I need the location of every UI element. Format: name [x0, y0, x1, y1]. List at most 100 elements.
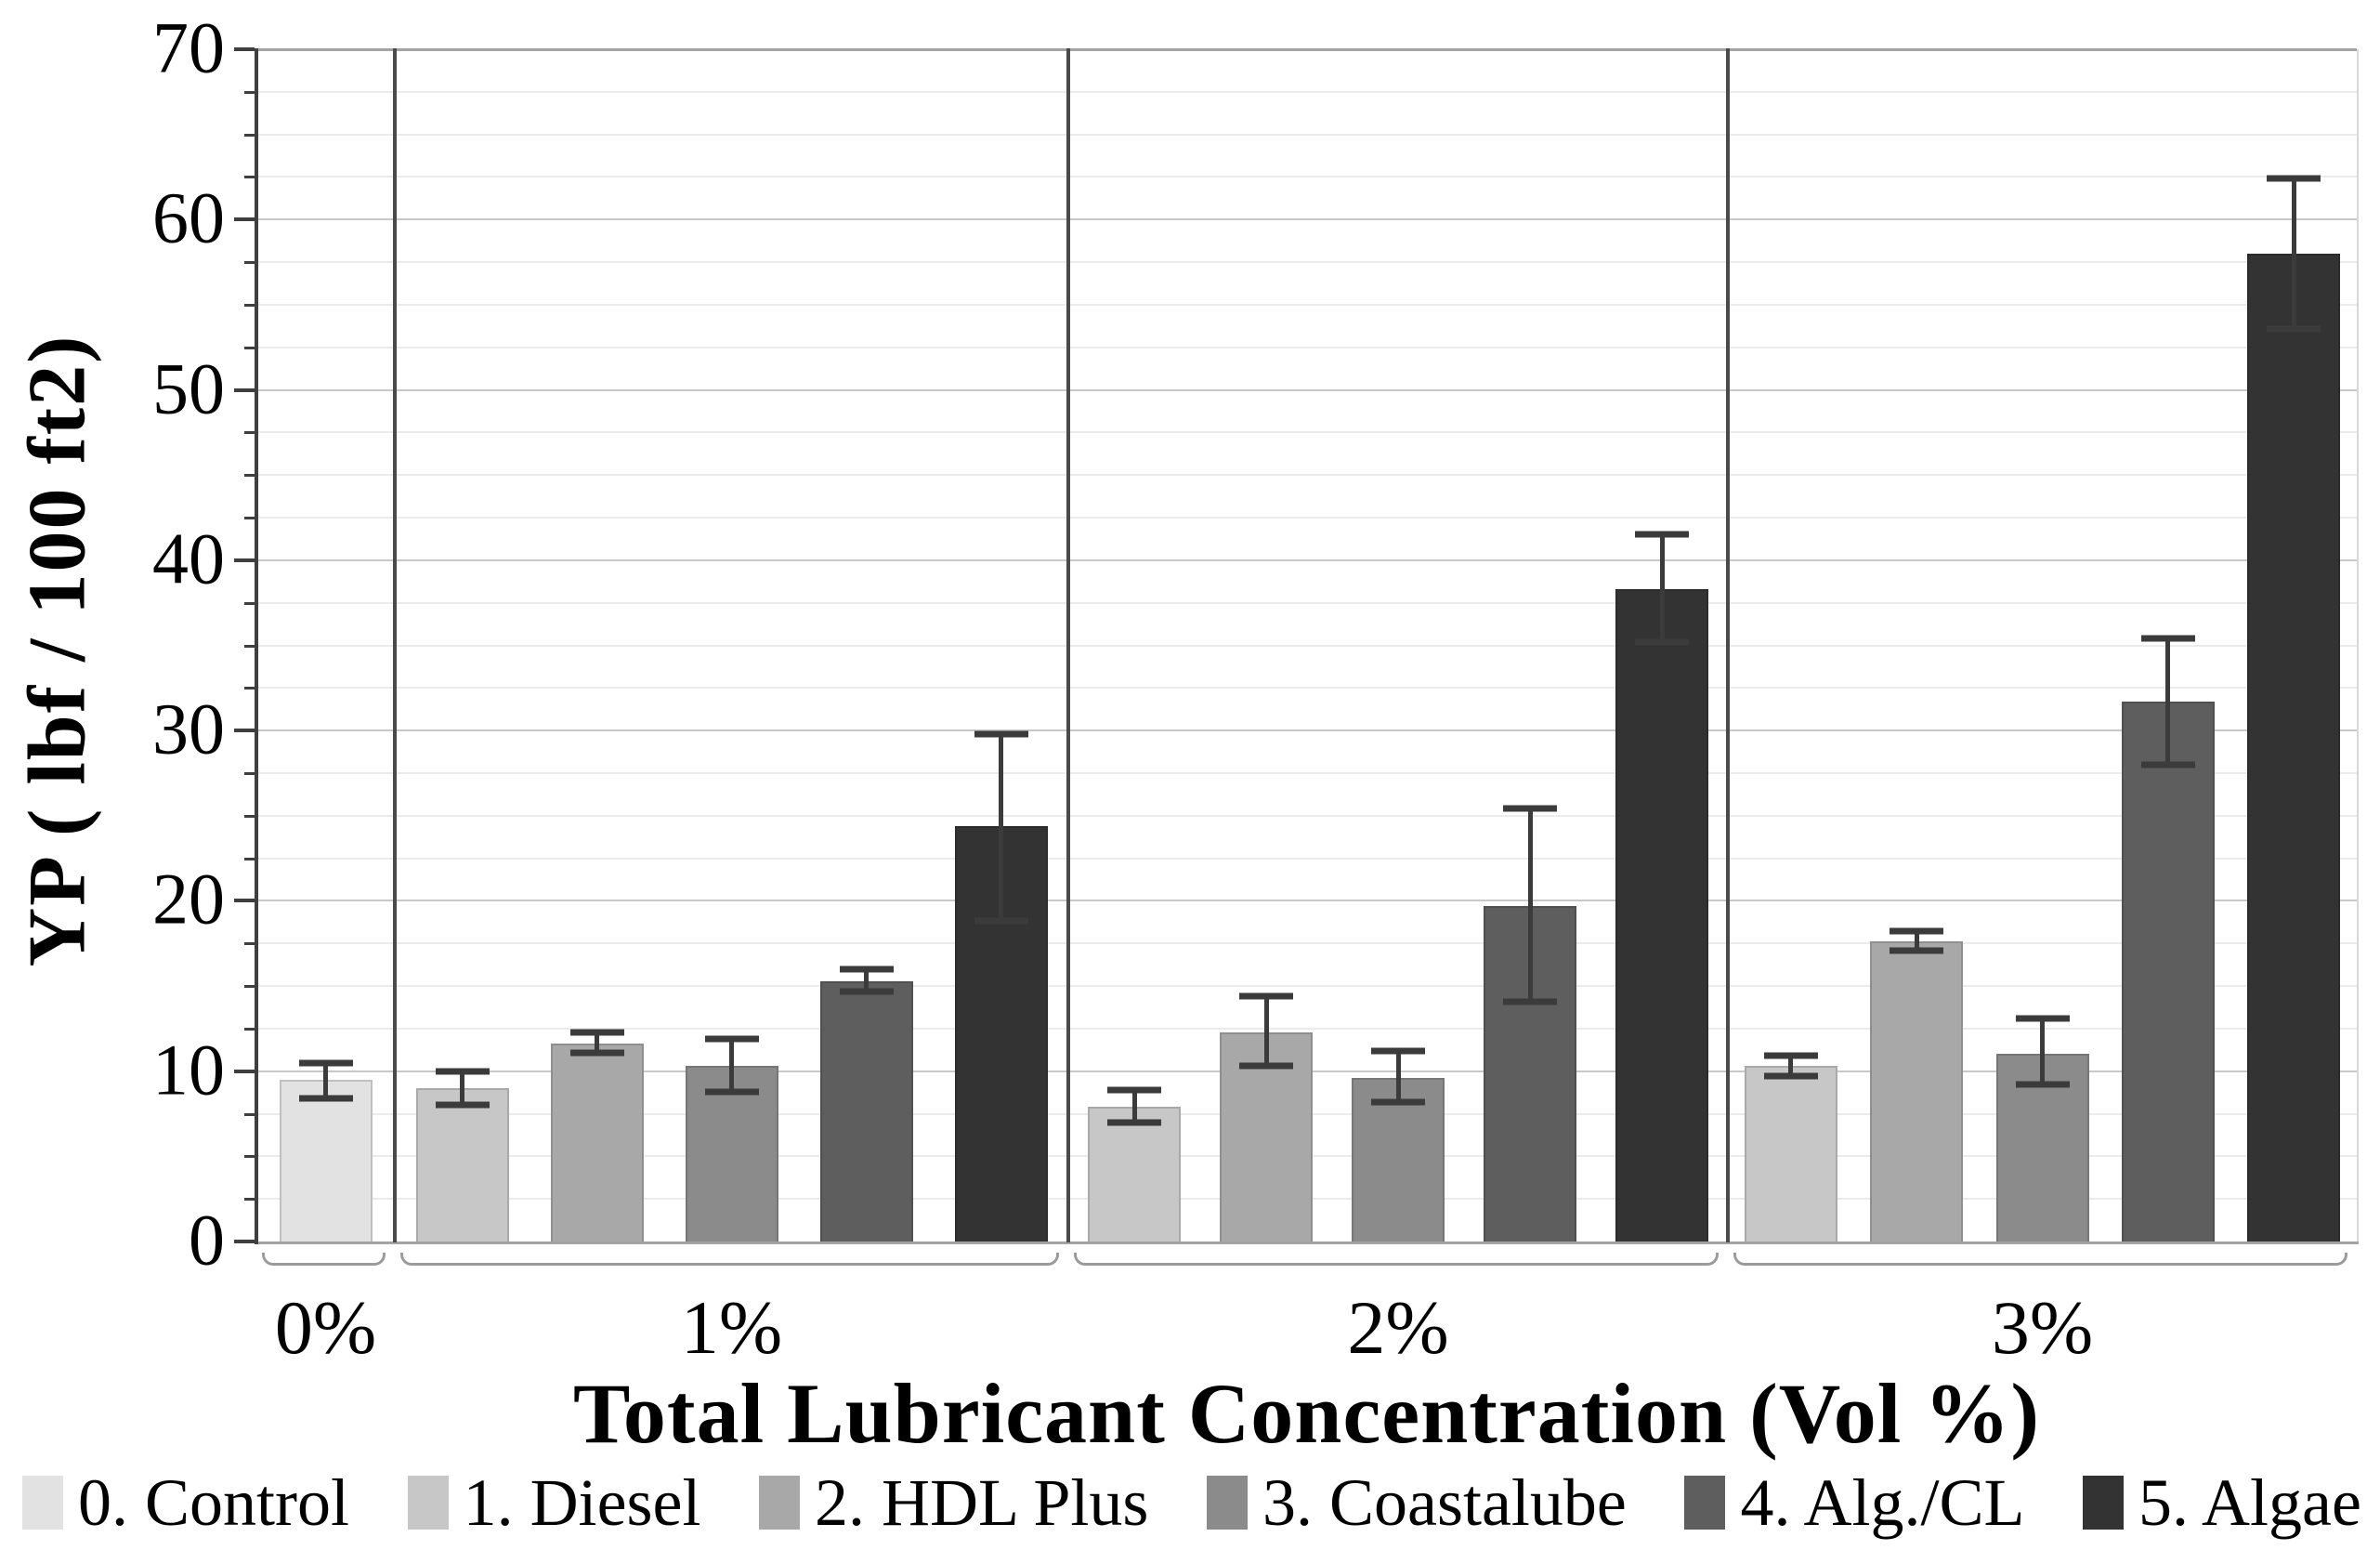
y-axis-tick-minor	[244, 687, 255, 690]
error-bar-cap-top	[704, 1035, 759, 1043]
y-axis-tick-major	[234, 47, 255, 51]
gridline-minor	[256, 303, 2357, 306]
legend-swatch	[2083, 1476, 2125, 1530]
plot-right-border	[2357, 49, 2359, 1241]
y-axis-tick-major	[234, 217, 255, 222]
y-axis-tick-minor	[244, 1112, 255, 1116]
bar-0pct-0-control	[279, 1079, 373, 1241]
bar-3pct-2-hdl-plus	[1870, 941, 1964, 1241]
y-axis-tick-label: 30	[152, 688, 225, 769]
y-axis-tick-minor	[244, 346, 255, 349]
y-axis-tick-minor	[244, 1027, 255, 1031]
y-axis-tick-label: 70	[152, 7, 225, 88]
gridline-minor	[256, 261, 2357, 264]
y-axis-tick-minor	[244, 303, 255, 307]
error-bar-stem	[1914, 931, 1919, 951]
error-bar-cap-top	[974, 730, 1028, 738]
bar-1pct-5-algae	[954, 825, 1048, 1241]
y-axis-tick-minor	[244, 985, 255, 989]
y-axis-tick-label: 20	[152, 858, 225, 939]
legend-swatch	[759, 1476, 801, 1530]
error-bar-cap-bottom	[2140, 761, 2195, 768]
legend-swatch	[22, 1476, 63, 1530]
error-bar-cap-top	[1503, 805, 1557, 812]
gridline-minor	[256, 771, 2357, 774]
gridline-major	[256, 729, 2357, 732]
y-axis-tick-minor	[244, 644, 255, 648]
bar-1pct-1-diesel	[415, 1088, 509, 1241]
error-bar-stem	[729, 1038, 734, 1092]
error-bar-cap-bottom	[1763, 1072, 1818, 1080]
y-axis-tick-minor	[244, 942, 255, 946]
group-bracket	[400, 1253, 1059, 1266]
y-axis-tick-minor	[244, 771, 255, 775]
y-axis-line	[255, 48, 258, 1244]
error-bar-stem	[1263, 996, 1269, 1067]
legend-label: 4. Alg./CL	[1740, 1465, 2025, 1540]
legend-item: 4. Alg./CL	[1684, 1469, 2024, 1536]
y-axis-tick-minor	[244, 517, 255, 520]
bar-1pct-4-alg-cl	[819, 980, 913, 1241]
y-axis-tick-minor	[244, 474, 255, 478]
gridline-minor	[256, 857, 2357, 860]
error-bar-stem	[1659, 534, 1665, 642]
error-bar-stem	[999, 733, 1003, 922]
gridline-minor	[256, 431, 2357, 434]
y-axis-tick-minor	[244, 601, 255, 605]
error-bar-cap-top	[569, 1029, 624, 1036]
legend-item: 0. Control	[22, 1469, 349, 1536]
bar-3pct-4-alg-cl	[2121, 701, 2215, 1241]
error-bar-cap-bottom	[1503, 998, 1557, 1005]
error-bar-cap-top	[1763, 1052, 1818, 1059]
error-bar-cap-top	[2140, 635, 2195, 642]
legend: 0. Control 1. Diesel 2. HDL Plus 3. Coastal…	[22, 1461, 2361, 1544]
error-bar-cap-bottom	[2015, 1081, 2070, 1088]
gridline-minor	[256, 601, 2357, 604]
error-bar-cap-bottom	[435, 1101, 490, 1109]
gridline-minor	[256, 942, 2357, 945]
y-axis-tick-major	[234, 388, 255, 392]
gridline-major	[256, 388, 2357, 391]
error-bar-stem	[460, 1071, 464, 1106]
error-bar-cap-bottom	[569, 1049, 624, 1057]
gridline-major	[256, 558, 2357, 561]
plot-top-border	[256, 48, 2357, 51]
group-separator-line	[1726, 48, 1730, 1242]
error-bar-cap-bottom	[1635, 638, 1689, 646]
bar-2pct-5-algae	[1615, 589, 1708, 1241]
legend-item: 1. Diesel	[407, 1469, 701, 1536]
y-axis-tick-major	[234, 558, 255, 562]
error-bar-stem	[864, 968, 869, 992]
y-axis-tick-minor	[244, 261, 255, 265]
error-bar-cap-bottom	[1371, 1098, 1425, 1106]
error-bar-cap-bottom	[1890, 947, 1944, 954]
legend-item: 2. HDL Plus	[759, 1469, 1148, 1536]
legend-label: 5. Algae	[2138, 1465, 2361, 1540]
error-bar-stem	[323, 1062, 328, 1099]
error-bar-cap-top	[435, 1068, 490, 1075]
error-bar-cap-top	[2015, 1015, 2070, 1022]
legend-swatch	[1206, 1476, 1248, 1530]
gridline-minor	[256, 90, 2357, 93]
group-bracket	[1733, 1253, 2347, 1266]
error-bar-cap-top	[839, 965, 894, 973]
gridline-minor	[256, 133, 2357, 136]
legend-label: 0. Control	[78, 1465, 350, 1540]
gridline-minor	[256, 644, 2357, 647]
gridline-minor	[256, 814, 2357, 817]
y-axis-tick-label: 50	[152, 348, 225, 429]
y-axis-tick-label: 40	[152, 518, 225, 599]
y-axis-tick-label: 10	[152, 1029, 225, 1110]
legend-swatch	[1684, 1476, 1726, 1530]
gridline-minor	[256, 474, 2357, 477]
error-bar-cap-top	[1107, 1086, 1161, 1094]
error-bar-stem	[2291, 178, 2296, 329]
y-axis-tick-minor	[244, 431, 255, 435]
error-bar-cap-top	[1371, 1047, 1425, 1055]
gridline-major	[256, 218, 2357, 221]
group-bracket	[1074, 1253, 1719, 1266]
x-axis-group-label: 2%	[1347, 1285, 1449, 1370]
bar-3pct-5-algae	[2247, 253, 2341, 1241]
gridline-minor	[256, 346, 2357, 348]
